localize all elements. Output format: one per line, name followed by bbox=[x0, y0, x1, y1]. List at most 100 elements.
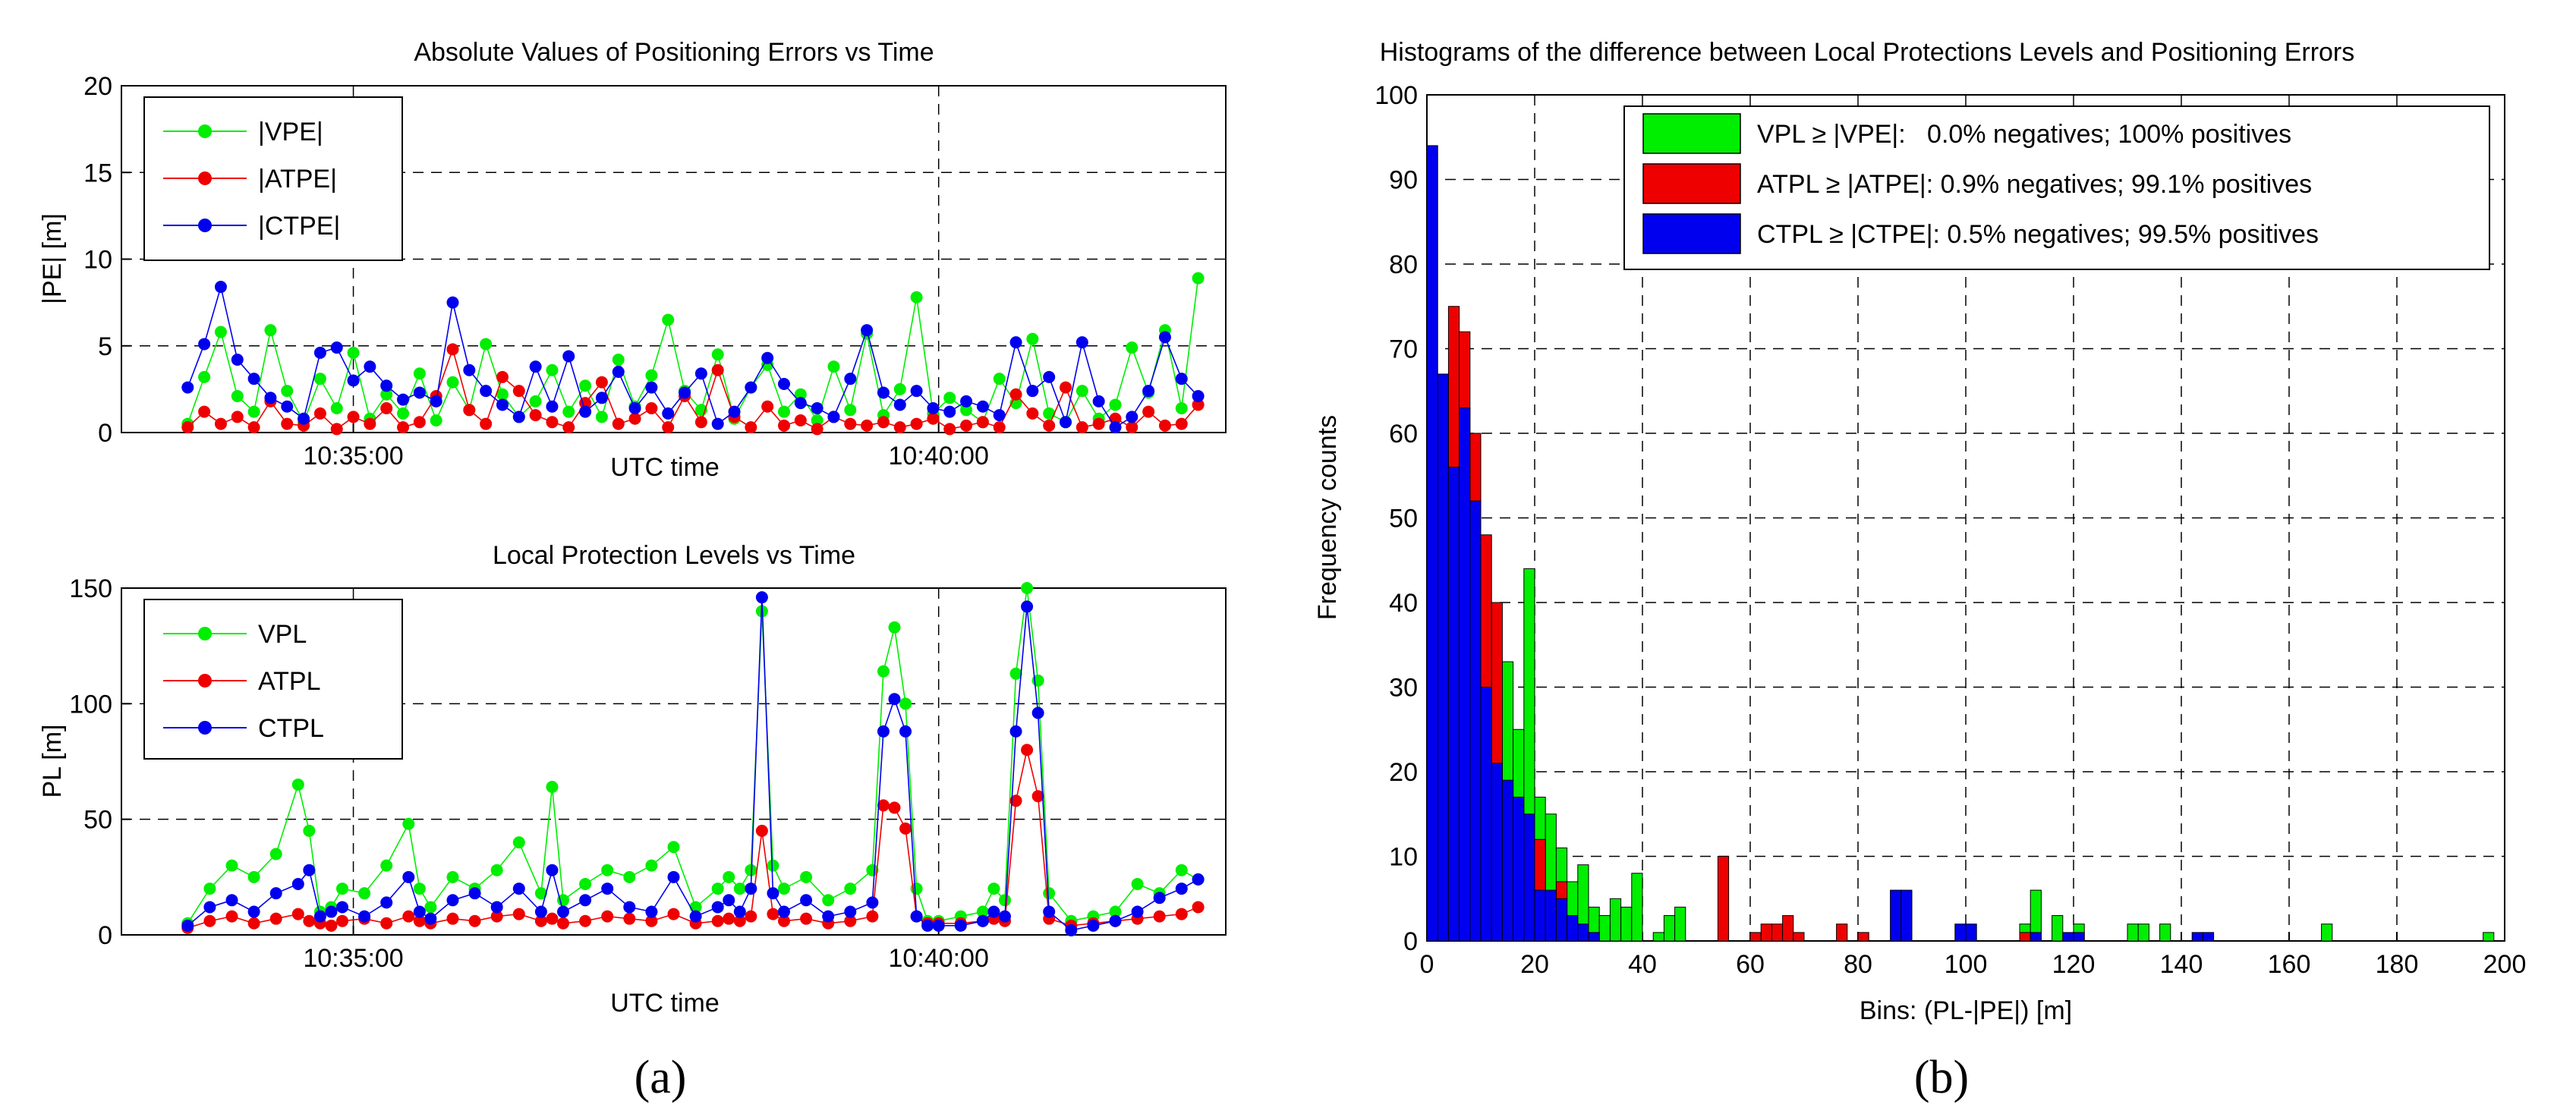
levels-point-green bbox=[601, 864, 614, 876]
levels-point-red bbox=[844, 914, 857, 927]
errors-point-blue bbox=[711, 417, 724, 430]
errors-point-blue bbox=[181, 381, 194, 394]
errors-point-blue bbox=[893, 398, 906, 411]
hist-bar-red bbox=[1782, 915, 1794, 942]
errors-point-blue bbox=[645, 381, 658, 394]
levels-point-blue bbox=[557, 905, 569, 918]
levels-point-red bbox=[247, 917, 260, 930]
sublabel-b: (b) bbox=[1914, 1052, 1969, 1103]
errors-point-green bbox=[711, 348, 724, 361]
levels-point-red bbox=[413, 914, 426, 927]
levels-point-blue bbox=[921, 919, 934, 932]
errors-chart: Absolute Values of Positioning Errors vs… bbox=[38, 38, 1227, 482]
errors-point-blue bbox=[231, 354, 244, 367]
levels-point-green bbox=[778, 883, 790, 895]
levels-point-green bbox=[899, 697, 912, 710]
errors-point-blue bbox=[1175, 373, 1188, 385]
errors-point-red bbox=[1026, 407, 1039, 420]
levels-point-blue bbox=[1109, 914, 1122, 927]
errors-legend-swatch-marker bbox=[198, 219, 212, 232]
hist-bar-blue bbox=[2073, 932, 2085, 942]
levels-point-blue bbox=[976, 914, 989, 927]
errors-point-red bbox=[943, 423, 956, 436]
hist-bar-red bbox=[1836, 923, 1848, 942]
levels-point-green bbox=[1131, 877, 1144, 890]
errors-point-red bbox=[1175, 417, 1188, 430]
errors-legend-label: |VPE| bbox=[258, 118, 323, 146]
hist-x-tick-label: 40 bbox=[1628, 950, 1657, 979]
errors-point-red bbox=[645, 402, 658, 415]
errors-point-red bbox=[893, 421, 906, 434]
errors-series bbox=[181, 272, 1205, 436]
levels-point-blue bbox=[490, 901, 503, 914]
errors-point-green bbox=[214, 326, 227, 338]
levels-point-red bbox=[623, 912, 636, 925]
levels-point-blue bbox=[755, 591, 768, 604]
errors-legend-label: |ATPE| bbox=[258, 165, 337, 194]
levels-point-blue bbox=[745, 883, 757, 895]
hist-bar-blue bbox=[2191, 932, 2203, 942]
levels-point-green bbox=[203, 883, 216, 895]
errors-point-green bbox=[595, 411, 608, 423]
errors-point-blue bbox=[811, 402, 824, 415]
errors-point-blue bbox=[728, 405, 741, 418]
hist-bar-red bbox=[1857, 932, 1869, 942]
hist-y-tick-label: 90 bbox=[1389, 166, 1418, 195]
errors-point-red bbox=[612, 417, 625, 430]
errors-point-red bbox=[794, 414, 807, 427]
errors-point-red bbox=[214, 417, 227, 430]
errors-point-green bbox=[313, 373, 326, 385]
levels-x-label: UTC time bbox=[610, 989, 720, 1018]
levels-point-red bbox=[336, 914, 348, 927]
levels-point-green bbox=[1009, 667, 1022, 680]
errors-line-green bbox=[187, 278, 1199, 424]
hist-bar-green bbox=[2483, 932, 2495, 942]
errors-point-red bbox=[960, 419, 973, 432]
levels-point-blue bbox=[877, 725, 890, 738]
levels-point-green bbox=[380, 859, 393, 872]
hist-y-tick-label: 70 bbox=[1389, 335, 1418, 364]
hist-legend-box bbox=[1623, 105, 2490, 270]
errors-point-green bbox=[645, 369, 658, 382]
levels-point-green bbox=[225, 859, 238, 872]
errors-point-blue bbox=[612, 366, 625, 379]
levels-point-red bbox=[601, 910, 614, 923]
levels-point-blue bbox=[1043, 905, 1056, 918]
errors-point-blue bbox=[264, 392, 277, 404]
errors-point-red bbox=[628, 412, 641, 425]
errors-point-blue bbox=[380, 379, 393, 392]
levels-point-green bbox=[402, 817, 415, 830]
levels-point-red bbox=[557, 917, 569, 930]
levels-point-blue bbox=[866, 896, 879, 909]
levels-legend: VPL ATPL CTPL bbox=[143, 599, 403, 760]
levels-point-green bbox=[557, 894, 569, 907]
levels-point-blue bbox=[468, 887, 481, 900]
levels-point-blue bbox=[413, 905, 426, 918]
hist-y-tick-label: 30 bbox=[1389, 674, 1418, 703]
levels-point-blue bbox=[1192, 873, 1205, 886]
hist-bar-green bbox=[1609, 898, 1622, 942]
levels-point-blue bbox=[1153, 892, 1166, 905]
hist-bar-blue bbox=[1480, 687, 1492, 942]
errors-point-green bbox=[827, 360, 840, 373]
hist-bar-red bbox=[1771, 923, 1784, 942]
hist-bar-green bbox=[2321, 923, 2333, 942]
errors-point-blue bbox=[1192, 390, 1205, 403]
errors-point-green bbox=[198, 370, 211, 383]
levels-point-red bbox=[733, 914, 746, 927]
errors-point-green bbox=[579, 379, 592, 392]
hist-bar-blue bbox=[2030, 932, 2042, 942]
levels-point-red bbox=[490, 910, 503, 923]
errors-point-blue bbox=[1060, 416, 1072, 429]
hist-series-blue bbox=[1426, 145, 2215, 942]
errors-x-ticks: 10:35:00 10:40:00 bbox=[303, 423, 989, 470]
errors-point-blue bbox=[579, 405, 592, 418]
levels-y-ticks: 0 50 100 150 bbox=[69, 574, 131, 950]
levels-point-blue bbox=[910, 910, 923, 923]
errors-point-blue bbox=[496, 398, 509, 411]
errors-point-green bbox=[397, 407, 410, 420]
errors-x-tick-label: 10:35:00 bbox=[303, 442, 403, 470]
hist-bar-red bbox=[1717, 856, 1730, 942]
levels-point-green bbox=[358, 887, 371, 900]
